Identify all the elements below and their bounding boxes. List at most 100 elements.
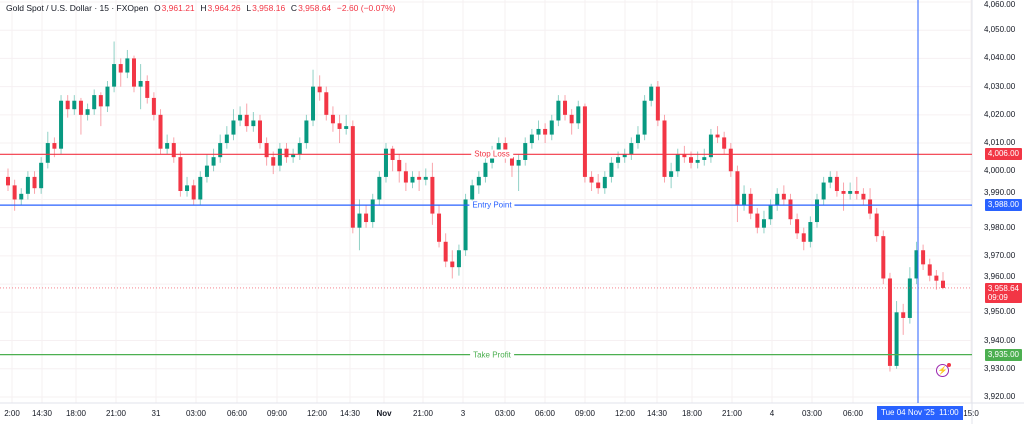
candle-body — [655, 86, 660, 121]
candle-body — [65, 100, 70, 110]
lightning-icon[interactable]: ⚡ — [936, 364, 949, 377]
candle-body — [596, 182, 601, 189]
candle-body — [496, 143, 501, 152]
y-tick-label: 3,930.00 — [984, 363, 1016, 373]
x-tick-label: 31 — [151, 409, 161, 418]
candle-body — [854, 191, 859, 194]
take-profit-label[interactable]: Take Profit — [470, 350, 514, 360]
candle-body — [118, 64, 123, 73]
candle-body — [125, 58, 130, 73]
candle-body — [921, 250, 926, 265]
candle-body — [178, 157, 183, 192]
x-tick-label: 06:00 — [842, 409, 864, 418]
candle-body — [861, 193, 866, 200]
x-tick-label: 14:30 — [31, 409, 53, 418]
y-tick-label: 4,010.00 — [984, 138, 1016, 148]
candle-body — [669, 171, 674, 177]
candle-body — [715, 134, 720, 138]
candle-body — [85, 109, 90, 115]
candle-body — [78, 100, 83, 115]
x-tick-label: 06:00 — [226, 409, 248, 418]
candle-body — [768, 205, 773, 220]
candle-body — [277, 148, 282, 166]
close-label: C — [290, 3, 298, 13]
candle-body — [675, 154, 680, 172]
candle-body — [257, 120, 262, 144]
y-tick-label: 3,950.00 — [984, 307, 1016, 317]
candle-body — [808, 222, 813, 242]
candle-body — [602, 176, 607, 189]
candle-body — [682, 154, 687, 158]
candle-body — [397, 159, 402, 172]
candle-body — [171, 143, 176, 158]
y-tick-label: 4,020.00 — [984, 109, 1016, 119]
candle-body — [377, 176, 382, 200]
x-tick-label: 4 — [769, 409, 775, 418]
candle-body — [735, 171, 740, 206]
x-tick-label: 18:00 — [681, 409, 703, 418]
candle-body — [702, 157, 707, 160]
change-value: −2.60 (−0.07%) — [336, 3, 396, 13]
candle-body — [642, 100, 647, 135]
x-tick-label: Nov — [376, 409, 392, 418]
candle-body — [218, 143, 223, 158]
candle-body — [775, 193, 780, 206]
candle-body — [662, 120, 667, 177]
candle-body — [689, 157, 694, 163]
entry-point-label[interactable]: Entry Point — [469, 200, 515, 210]
x-tick-label: 3 — [460, 409, 466, 418]
candle-body — [801, 233, 806, 242]
candle-body — [483, 162, 488, 177]
candle-body — [815, 199, 820, 223]
x-tick-label: 03:00 — [801, 409, 823, 418]
candle-body — [788, 199, 793, 220]
x-tick-label: 18:00 — [65, 409, 87, 418]
candle-body — [821, 182, 826, 200]
x-tick-label: 09:00 — [574, 409, 596, 418]
candle-body — [370, 199, 375, 223]
crosshair-time: 11:00 — [939, 408, 959, 417]
high-label: H — [200, 3, 207, 13]
candle-body — [297, 143, 302, 155]
candle-body — [509, 157, 514, 166]
candle-body — [105, 86, 110, 107]
candle-body — [39, 162, 44, 189]
x-tick-label: 03:00 — [494, 409, 516, 418]
x-tick-label: 2:00 — [4, 409, 20, 418]
low-value: 3,958.16 — [252, 3, 286, 13]
candle-body — [941, 280, 945, 288]
candle-body — [901, 312, 906, 318]
candle-body — [364, 213, 369, 223]
candle-body — [894, 312, 899, 366]
y-tick-label: 3,940.00 — [984, 335, 1016, 345]
candle-body — [383, 148, 388, 177]
candle-body — [748, 193, 753, 214]
candle-body — [543, 128, 548, 135]
candle-body — [523, 143, 528, 160]
candle-body — [291, 154, 296, 158]
candle-body — [616, 157, 621, 163]
candle-body — [563, 100, 568, 115]
candle-body — [609, 162, 614, 177]
candle-body — [59, 100, 64, 149]
y-tick-label: 4,000.00 — [984, 166, 1016, 176]
stop-loss-label[interactable]: Stop Loss — [471, 149, 513, 159]
candle-body — [284, 148, 289, 158]
candle-body — [589, 176, 594, 183]
last-price-tag: 3,958.64 09:09 — [984, 282, 1022, 303]
candle-body — [569, 114, 574, 124]
x-tick-label: 21:00 — [105, 409, 127, 418]
candle-body — [417, 176, 422, 180]
candle-body — [463, 199, 468, 251]
candle-body — [536, 128, 541, 135]
x-tick-label: 21:00 — [721, 409, 743, 418]
candle-body — [211, 157, 216, 166]
x-tick-label: 03:00 — [185, 409, 207, 418]
last-price: 3,958.64 — [987, 283, 1019, 293]
candle-body — [304, 120, 309, 144]
candle-body — [185, 185, 190, 192]
candle-body — [834, 176, 839, 192]
candle-body — [324, 92, 329, 115]
candle-body — [204, 165, 209, 177]
